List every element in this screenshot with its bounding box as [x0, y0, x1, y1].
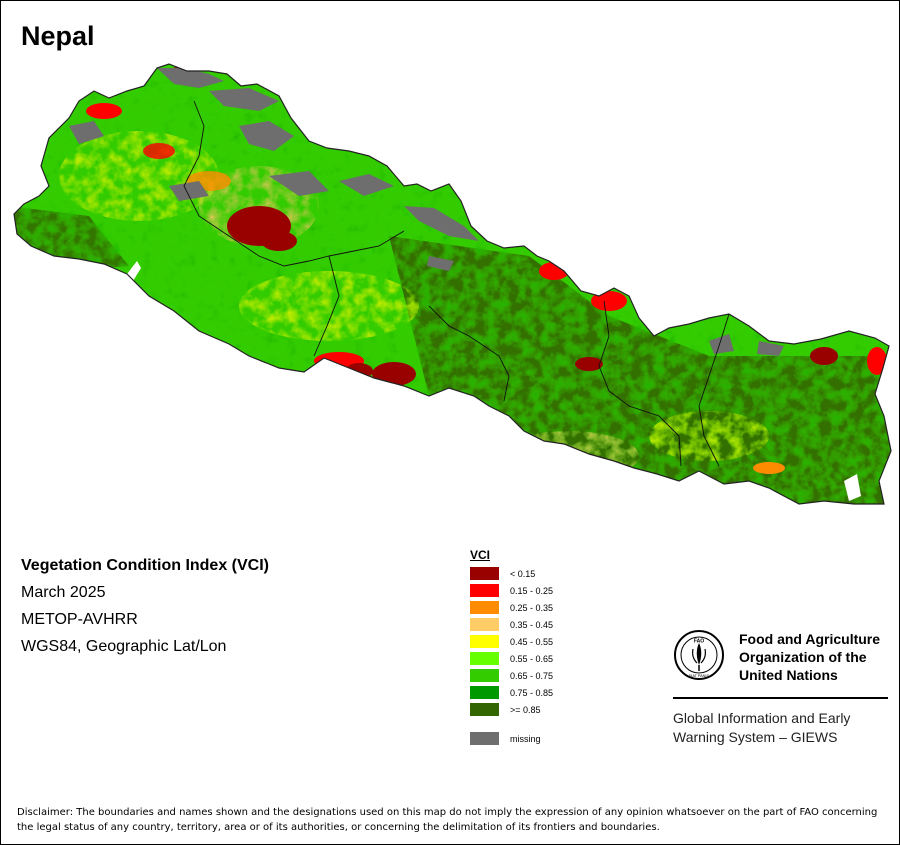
legend-item: < 0.15: [470, 565, 553, 582]
vci-raster: [14, 64, 891, 504]
legend-label: 0.65 - 0.75: [510, 670, 554, 681]
legend-swatch: [470, 703, 499, 716]
legend-swatch: [470, 584, 499, 597]
map-info: Vegetation Condition Index (VCI) March 2…: [21, 552, 269, 660]
legend-item: 0.55 - 0.65: [470, 650, 553, 667]
legend-swatch: [470, 635, 499, 648]
fao-logo-icon: FAO FIAT PANIS: [674, 630, 724, 680]
legend-swatch: [470, 618, 499, 631]
sensor-label: METOP-AVHRR: [21, 611, 138, 628]
legend-label: 0.35 - 0.45: [510, 619, 554, 630]
legend-label: 0.55 - 0.65: [510, 653, 554, 664]
organization-name: Food and Agriculture Organization of the…: [739, 630, 880, 684]
legend-item: 0.15 - 0.25: [470, 582, 553, 599]
giews-label: Global Information and Early Warning Sys…: [673, 709, 850, 747]
country-title: Nepal: [21, 21, 95, 51]
divider: [673, 697, 888, 699]
legend-item: 0.25 - 0.35: [470, 599, 553, 616]
legend-label: < 0.15: [510, 568, 536, 579]
legend-swatch: [470, 732, 499, 745]
legend-swatch: [470, 669, 499, 682]
legend: VCI < 0.15 0.15 - 0.25 0.25 - 0.35 0.35 - 0…: [470, 548, 553, 747]
legend-label: >= 0.85: [510, 704, 541, 715]
fao-logo-motto: FIAT PANIS: [689, 674, 710, 678]
legend-label: 0.45 - 0.55: [510, 636, 554, 647]
legend-swatch: [470, 601, 499, 614]
legend-item: 0.35 - 0.45: [470, 616, 553, 633]
giews-line: Global Information and Early: [673, 710, 851, 726]
legend-classes: < 0.15 0.15 - 0.25 0.25 - 0.35 0.35 - 0.45 0…: [470, 565, 553, 718]
organization-name-line: United Nations: [739, 667, 838, 683]
projection-label: WGS84, Geographic Lat/Lon: [21, 638, 227, 655]
organization-name-line: Organization of the: [739, 649, 867, 665]
legend-swatch: [470, 652, 499, 665]
legend-item: 0.45 - 0.55: [470, 633, 553, 650]
legend-label: 0.75 - 0.85: [510, 687, 554, 698]
product-title: Vegetation Condition Index (VCI): [21, 557, 269, 574]
vci-map-svg: [13, 63, 892, 505]
legend-label: 0.25 - 0.35: [510, 602, 554, 613]
vci-map: [9, 56, 897, 516]
period-label: March 2025: [21, 584, 106, 601]
legend-label: 0.15 - 0.25: [510, 585, 554, 596]
legend-swatch: [470, 686, 499, 699]
legend-item-missing: missing: [470, 730, 553, 747]
disclaimer: Disclaimer: The boundaries and names sho…: [17, 807, 878, 833]
legend-item: >= 0.85: [470, 701, 553, 718]
legend-swatch: [470, 567, 499, 580]
legend-item: 0.75 - 0.85: [470, 684, 553, 701]
legend-item: 0.65 - 0.75: [470, 667, 553, 684]
legend-title: VCI: [470, 548, 491, 562]
legend-label: missing: [510, 733, 541, 744]
fao-logo-acronym: FAO: [694, 639, 704, 645]
giews-line: Warning System – GIEWS: [673, 729, 838, 745]
province-boundaries: [183, 100, 730, 467]
organization-name-line: Food and Agriculture: [739, 631, 881, 647]
